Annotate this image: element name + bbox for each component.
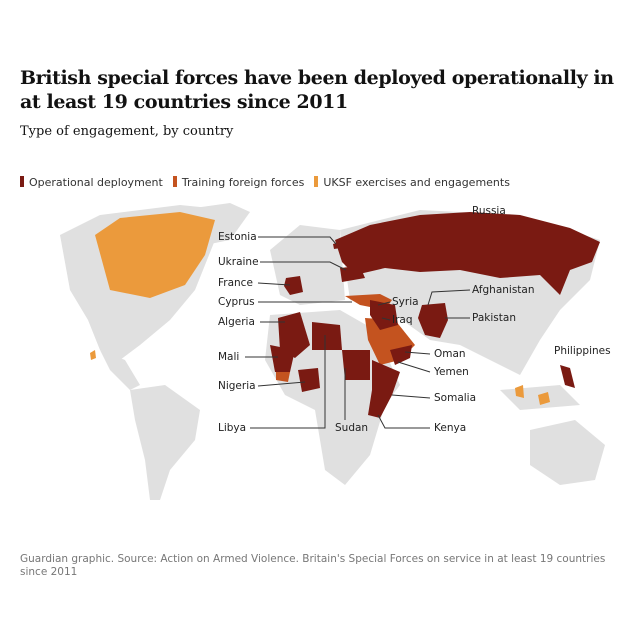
south-america	[130, 385, 200, 500]
algeria	[278, 312, 310, 358]
country-label: Afghanistan	[472, 284, 535, 296]
country-label: Libya	[218, 422, 246, 434]
canada	[95, 212, 215, 298]
leader-line	[427, 289, 471, 306]
leader-line	[404, 351, 431, 355]
country-label: Kenya	[434, 422, 466, 434]
philippines	[560, 365, 575, 388]
central-america	[100, 350, 140, 390]
leader-line	[260, 261, 347, 271]
country-label: Pakistan	[472, 312, 516, 324]
west-africa	[276, 372, 290, 382]
source: Guardian graphic. Source: Action on Arme…	[20, 553, 606, 578]
leader-line	[397, 361, 431, 373]
east-africa	[368, 360, 400, 418]
legend-swatch	[20, 176, 24, 187]
labels: Russia Estonia Ukraine France Cyprus Algeria M…	[218, 205, 611, 434]
leader-line	[377, 414, 430, 429]
ukraine	[340, 266, 365, 282]
afghanistan-pakistan	[418, 303, 448, 338]
country-label: Nigeria	[218, 380, 256, 392]
legend-label: Operational deployment	[29, 176, 163, 189]
subtitle: Type of engagement, by country	[20, 124, 234, 139]
russia	[335, 212, 600, 295]
libya	[312, 322, 342, 350]
estonia	[333, 242, 341, 249]
nigeria	[298, 368, 320, 392]
leader-line	[257, 381, 306, 387]
country-label: Mali	[218, 351, 239, 363]
mali	[270, 345, 295, 372]
country-label: Yemen	[433, 366, 469, 378]
countries	[90, 212, 600, 418]
syria-iraq	[370, 300, 398, 330]
country-label: Algeria	[218, 316, 255, 328]
country-label: Iraq	[392, 314, 413, 326]
country-label: Ukraine	[218, 256, 259, 268]
legend-label: UKSF exercises and engagements	[323, 176, 510, 189]
australia	[530, 420, 605, 485]
country-label: Cyprus	[218, 296, 255, 308]
legend-item: UKSF exercises and engagements	[314, 176, 510, 189]
leader-line	[377, 301, 391, 306]
legend-swatch	[172, 176, 177, 187]
leader-line	[381, 317, 391, 321]
brunei	[538, 392, 550, 405]
leader-line	[258, 236, 337, 245]
country-label: Estonia	[218, 231, 257, 243]
country-label: France	[218, 277, 253, 289]
legend: Operational deployment Training foreign f…	[20, 176, 510, 189]
sudan	[342, 350, 370, 380]
oman-yemen	[390, 345, 412, 365]
title: British special forces have been deploye…	[20, 67, 614, 113]
country-label: Oman	[434, 348, 466, 360]
legend-item: Operational deployment	[20, 176, 163, 189]
country-label: Philippines	[554, 345, 611, 357]
legend-swatch	[314, 176, 319, 187]
country-label: Sudan	[335, 422, 368, 434]
country-label: Syria	[392, 296, 419, 308]
legend-label: Training foreign forces	[181, 176, 305, 189]
caribbean	[90, 350, 96, 360]
malaysia	[515, 385, 524, 398]
legend-item: Training foreign forces	[172, 176, 305, 189]
leader-line	[257, 282, 291, 286]
france	[284, 276, 303, 295]
leader-line	[250, 335, 326, 429]
country-label: Somalia	[434, 392, 476, 404]
leader-line	[391, 394, 431, 399]
country-label: Russia	[472, 205, 506, 217]
